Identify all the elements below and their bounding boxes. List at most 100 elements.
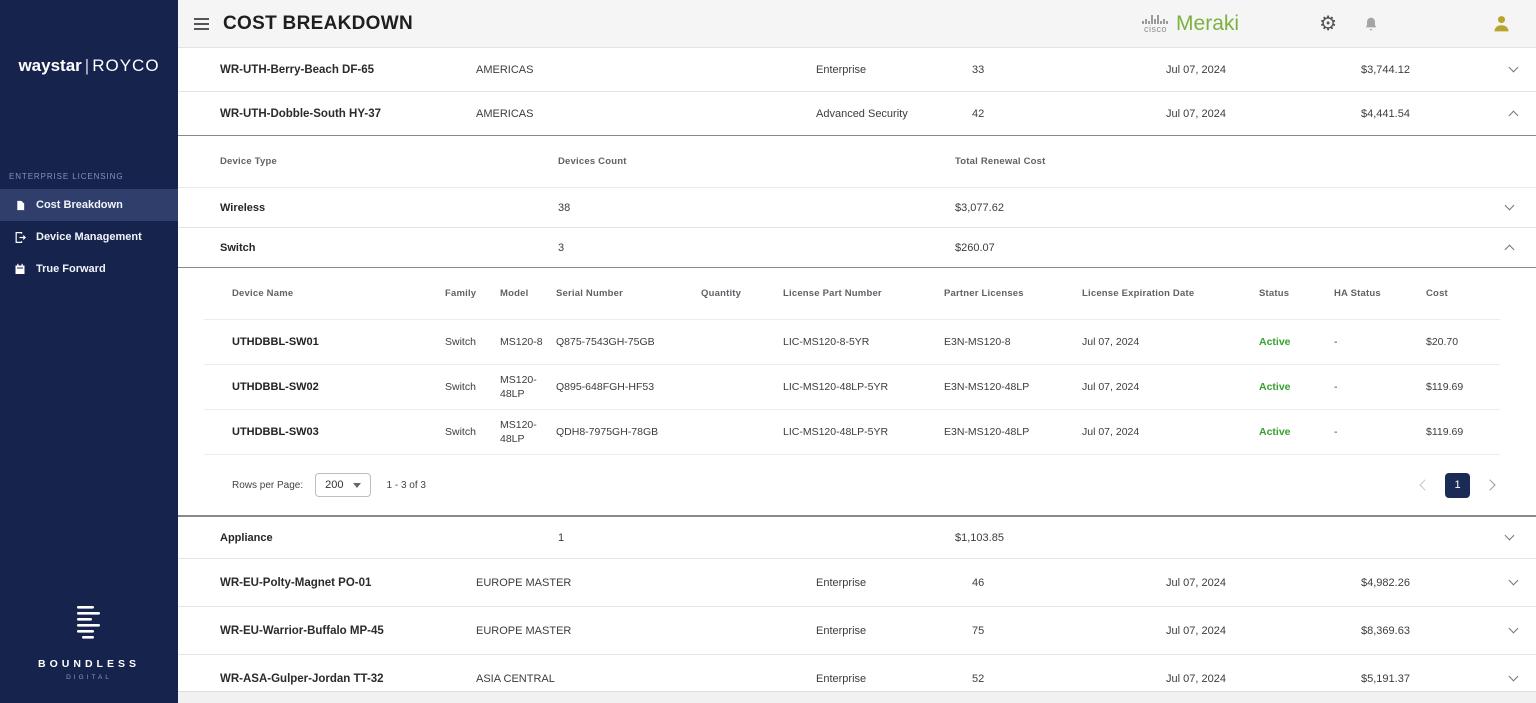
- page-title: COST BREAKDOWN: [223, 12, 413, 34]
- top-bar: COST BREAKDOWN: [178, 0, 1536, 48]
- boundless-digital-logo: BOUNDLESS DIGITAL: [0, 602, 178, 703]
- network-row[interactable]: WR-EU-Warrior-Buffalo MP-45 EUROPE MASTE…: [178, 607, 1536, 655]
- device-table: Device Name Family Model Serial Number Q…: [204, 268, 1500, 515]
- chevron-up-icon[interactable]: [1504, 244, 1514, 255]
- device-count-cell: 33: [972, 63, 985, 76]
- device-count-cell: 52: [972, 672, 985, 685]
- boundless-wordmark: BOUNDLESS: [38, 658, 140, 670]
- user-avatar-icon[interactable]: [1491, 13, 1512, 34]
- license-type-cell: Enterprise: [816, 624, 867, 637]
- devices-count-cell: 1: [558, 531, 565, 544]
- device-type-cell: Wireless: [220, 201, 266, 214]
- serial-number-header: Serial Number: [556, 288, 624, 299]
- partner-licenses-cell: E3N-MS120-48LP: [944, 426, 1030, 438]
- document-icon: [13, 199, 27, 212]
- license-part-number-cell: LIC-MS120-8-5YR: [783, 336, 870, 348]
- device-name-cell: UTHDBBL-SW03: [232, 426, 319, 438]
- network-name-cell: WR-UTH-Dobble-South HY-37: [220, 107, 381, 120]
- sidebar-item-label: Device Management: [36, 231, 142, 243]
- family-cell: Switch: [445, 381, 476, 393]
- horizontal-scrollbar[interactable]: [178, 691, 1536, 703]
- chevron-down-icon[interactable]: [1508, 671, 1518, 682]
- device-table-header: Device Name Family Model Serial Number Q…: [204, 268, 1500, 320]
- cost-breakdown-table: WR-UTH-Berry-Beach DF-65 AMERICAS Enterp…: [178, 48, 1536, 703]
- device-row: UTHDBBL-SW03 Switch MS120-48LP QDH8-7975…: [204, 410, 1500, 455]
- device-count-cell: 75: [972, 624, 985, 637]
- device-type-cell: Appliance: [220, 531, 273, 544]
- sidebar-item-device-management[interactable]: Device Management: [0, 221, 178, 253]
- devices-count-header: Devices Count: [558, 156, 627, 167]
- expanded-section-divider: [178, 515, 1536, 517]
- ha-status-header: HA Status: [1334, 288, 1381, 299]
- model-header: Model: [500, 288, 529, 299]
- chevron-down-icon[interactable]: [1508, 575, 1518, 586]
- cost-cell: $20.70: [1426, 336, 1459, 348]
- device-type-table-header: Device Type Devices Count Total Renewal …: [178, 136, 1536, 188]
- rows-per-page-select[interactable]: 200: [315, 473, 371, 497]
- renewal-cost-cell: $3,077.62: [955, 201, 1004, 214]
- logo-divider: |: [84, 56, 90, 75]
- organization-cell: EUROPE MASTER: [476, 624, 572, 637]
- sidebar-section-label: ENTERPRISE LICENSING: [9, 172, 124, 181]
- organization-cell: AMERICAS: [476, 63, 534, 76]
- serial-number-cell: QDH8-7975GH-78GB: [556, 426, 659, 438]
- settings-gear-icon[interactable]: ⚙: [1319, 12, 1337, 35]
- device-type-cell: Switch: [220, 241, 256, 254]
- network-name-cell: WR-EU-Warrior-Buffalo MP-45: [220, 624, 384, 637]
- network-name-cell: WR-EU-Polty-Magnet PO-01: [220, 576, 372, 589]
- ha-status-cell: -: [1334, 381, 1338, 393]
- ha-status-cell: -: [1334, 426, 1338, 438]
- device-name-cell: UTHDBBL-SW02: [232, 381, 319, 393]
- cost-cell: $5,191.37: [1361, 672, 1410, 685]
- sidebar-item-label: True Forward: [36, 263, 106, 275]
- license-type-cell: Advanced Security: [816, 107, 908, 120]
- device-type-row[interactable]: Wireless 38 $3,077.62: [178, 188, 1536, 228]
- status-badge: Active: [1259, 381, 1291, 393]
- chevron-down-icon[interactable]: [1508, 62, 1518, 73]
- cost-cell: $4,982.26: [1361, 576, 1410, 589]
- model-cell: MS120-48LP: [500, 373, 537, 400]
- renewal-date-cell: Jul 07, 2024: [1166, 576, 1226, 589]
- license-type-cell: Enterprise: [816, 672, 867, 685]
- previous-page-chevron-icon[interactable]: [1419, 479, 1431, 491]
- sidebar-item-true-forward[interactable]: True Forward: [0, 253, 178, 285]
- page-range-label: 1 - 3 of 3: [386, 479, 426, 491]
- next-page-chevron-icon[interactable]: [1484, 479, 1496, 491]
- family-header: Family: [445, 288, 477, 299]
- cisco-meraki-logo: cisco Meraki: [1142, 12, 1239, 36]
- hamburger-menu-button[interactable]: [192, 14, 211, 34]
- chevron-down-icon[interactable]: [1508, 623, 1518, 634]
- cost-cell: $3,744.12: [1361, 63, 1410, 76]
- network-row[interactable]: WR-EU-Polty-Magnet PO-01 EUROPE MASTER E…: [178, 559, 1536, 607]
- page-number-button[interactable]: 1: [1445, 472, 1470, 498]
- status-badge: Active: [1259, 426, 1291, 438]
- license-type-cell: Enterprise: [816, 63, 867, 76]
- devices-count-cell: 38: [558, 201, 571, 214]
- cost-cell: $4,441.54: [1361, 107, 1410, 120]
- device-type-row-expanded[interactable]: Switch 3 $260.07: [178, 228, 1536, 268]
- top-bar-right: cisco Meraki ⚙: [1142, 12, 1512, 36]
- cost-cell: $119.69: [1426, 381, 1464, 393]
- family-cell: Switch: [445, 426, 476, 438]
- renewal-cost-cell: $260.07: [955, 241, 995, 254]
- organization-cell: AMERICAS: [476, 107, 534, 120]
- rows-per-page-label: Rows per Page:: [232, 479, 304, 491]
- boundless-b-icon: [77, 606, 100, 639]
- calendar-icon: [13, 263, 27, 275]
- pagination-bar: Rows per Page: 200 1 - 3 of 3 1: [204, 455, 1500, 515]
- rows-per-page-value: 200: [325, 479, 344, 491]
- device-type-row[interactable]: Appliance 1 $1,103.85: [178, 517, 1536, 559]
- network-row[interactable]: WR-UTH-Berry-Beach DF-65 AMERICAS Enterp…: [178, 48, 1536, 92]
- chevron-down-icon[interactable]: [1504, 530, 1514, 541]
- notifications-bell-icon[interactable]: [1363, 15, 1379, 33]
- quantity-header: Quantity: [701, 288, 742, 299]
- cisco-logo: cisco: [1142, 14, 1169, 34]
- chevron-up-icon[interactable]: [1508, 110, 1518, 121]
- logo-text-royco: ROYCO: [92, 56, 160, 75]
- license-part-number-cell: LIC-MS120-48LP-5YR: [783, 426, 889, 438]
- network-row-expanded[interactable]: WR-UTH-Dobble-South HY-37 AMERICAS Advan…: [178, 92, 1536, 136]
- family-cell: Switch: [445, 336, 476, 348]
- chevron-down-icon[interactable]: [1504, 200, 1514, 211]
- sidebar-item-cost-breakdown[interactable]: Cost Breakdown: [0, 189, 178, 221]
